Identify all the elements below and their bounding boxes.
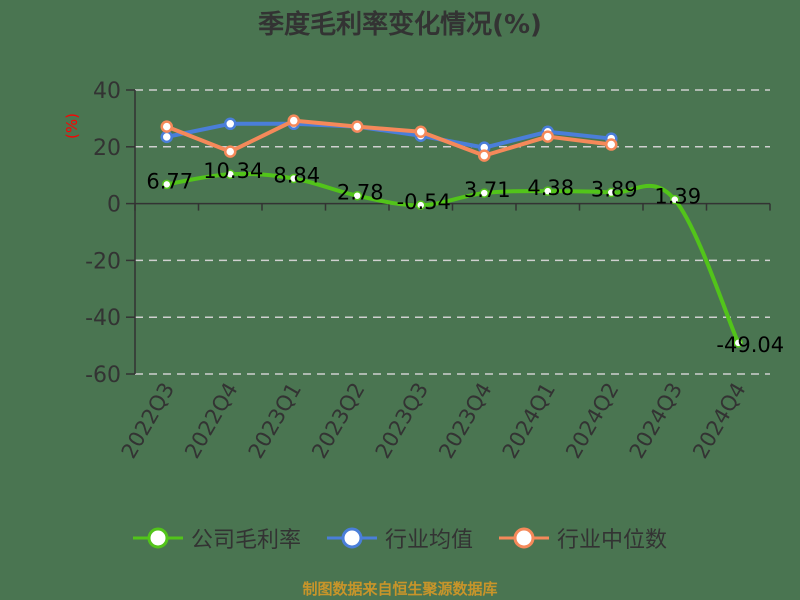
circle-marker-icon <box>326 527 377 549</box>
data-point <box>605 138 618 151</box>
data-point <box>351 120 364 133</box>
data-point <box>733 338 743 348</box>
y-tick-label: -60 <box>85 363 121 388</box>
data-point <box>352 190 362 201</box>
grid-lines <box>135 89 770 375</box>
legend-item-industry-median[interactable]: 行业中位数 <box>499 522 667 554</box>
chart-title: 季度毛利率变化情况(%) <box>258 10 542 40</box>
data-label: 1.39 <box>654 185 701 209</box>
x-tick-label: 2024Q2 <box>561 379 623 463</box>
data-labels: 6.77 10.34 8.84 2.78 -0.54 3.71 4.38 3.89 1.39 -4… <box>146 159 784 357</box>
data-label: -49.04 <box>716 333 784 357</box>
data-label: 3.89 <box>591 178 638 202</box>
legend-item-company[interactable]: 公司毛利率 <box>132 522 301 554</box>
data-point <box>289 173 299 184</box>
data-label: 3.71 <box>464 178 511 202</box>
data-point <box>162 179 172 190</box>
legend-label: 行业中位数 <box>557 528 668 553</box>
data-point <box>670 194 680 205</box>
data-point <box>414 125 427 138</box>
data-label: 2.78 <box>337 181 384 205</box>
data-point <box>416 200 426 210</box>
data-label: -0.54 <box>397 190 451 214</box>
data-point <box>541 130 554 143</box>
x-tick-label: 2024Q4 <box>688 379 750 463</box>
data-point <box>478 149 491 162</box>
x-tick-label: 2024Q3 <box>625 379 687 463</box>
legend: 公司毛利率 行业均值 行业中位数 <box>0 522 800 554</box>
x-axis: 2022Q3 2022Q4 2023Q1 2023Q2 2023Q3 2023Q4 2024… <box>117 202 771 463</box>
data-label: 10.34 <box>203 159 263 183</box>
data-point <box>543 186 553 196</box>
legend-item-industry-avg[interactable]: 行业均值 <box>326 522 473 554</box>
x-tick-label: 2023Q4 <box>434 379 496 463</box>
series-0 <box>162 169 743 348</box>
x-tick-label: 2023Q2 <box>307 379 369 463</box>
data-label: 4.38 <box>527 176 574 200</box>
x-tick-label: 2024Q1 <box>498 379 560 463</box>
y-axis: 40 20 0 -20 -40 -60 (%) <box>63 79 136 388</box>
data-point <box>479 188 489 198</box>
y-tick-label: 0 <box>107 193 121 218</box>
x-tick-label: 2022Q3 <box>117 379 179 463</box>
y-tick-label: -40 <box>85 306 121 331</box>
data-label: 6.77 <box>146 169 193 193</box>
data-point <box>225 169 235 179</box>
series-2 <box>160 114 618 162</box>
data-point <box>224 117 237 131</box>
legend-label: 公司毛利率 <box>190 528 301 553</box>
data-point <box>606 187 616 198</box>
x-tick-label: 2022Q4 <box>180 379 242 463</box>
y-tick-label: -20 <box>85 249 121 274</box>
series-lines <box>160 114 743 348</box>
data-label: 8.84 <box>273 163 320 187</box>
y-tick-label: 40 <box>93 79 121 104</box>
y-tick-label: 20 <box>93 136 121 161</box>
legend-label: 行业均值 <box>384 528 473 553</box>
data-point <box>160 120 173 133</box>
circle-marker-icon <box>132 527 183 549</box>
data-point <box>287 114 300 127</box>
circle-marker-icon <box>499 527 549 549</box>
x-tick-label: 2023Q3 <box>371 379 433 463</box>
data-point <box>224 145 237 158</box>
data-point <box>160 130 173 144</box>
data-source-footer: 制图数据来自恒生聚源数据库 <box>302 580 498 598</box>
y-axis-label: (%) <box>63 113 81 139</box>
x-tick-label: 2023Q1 <box>244 379 306 463</box>
